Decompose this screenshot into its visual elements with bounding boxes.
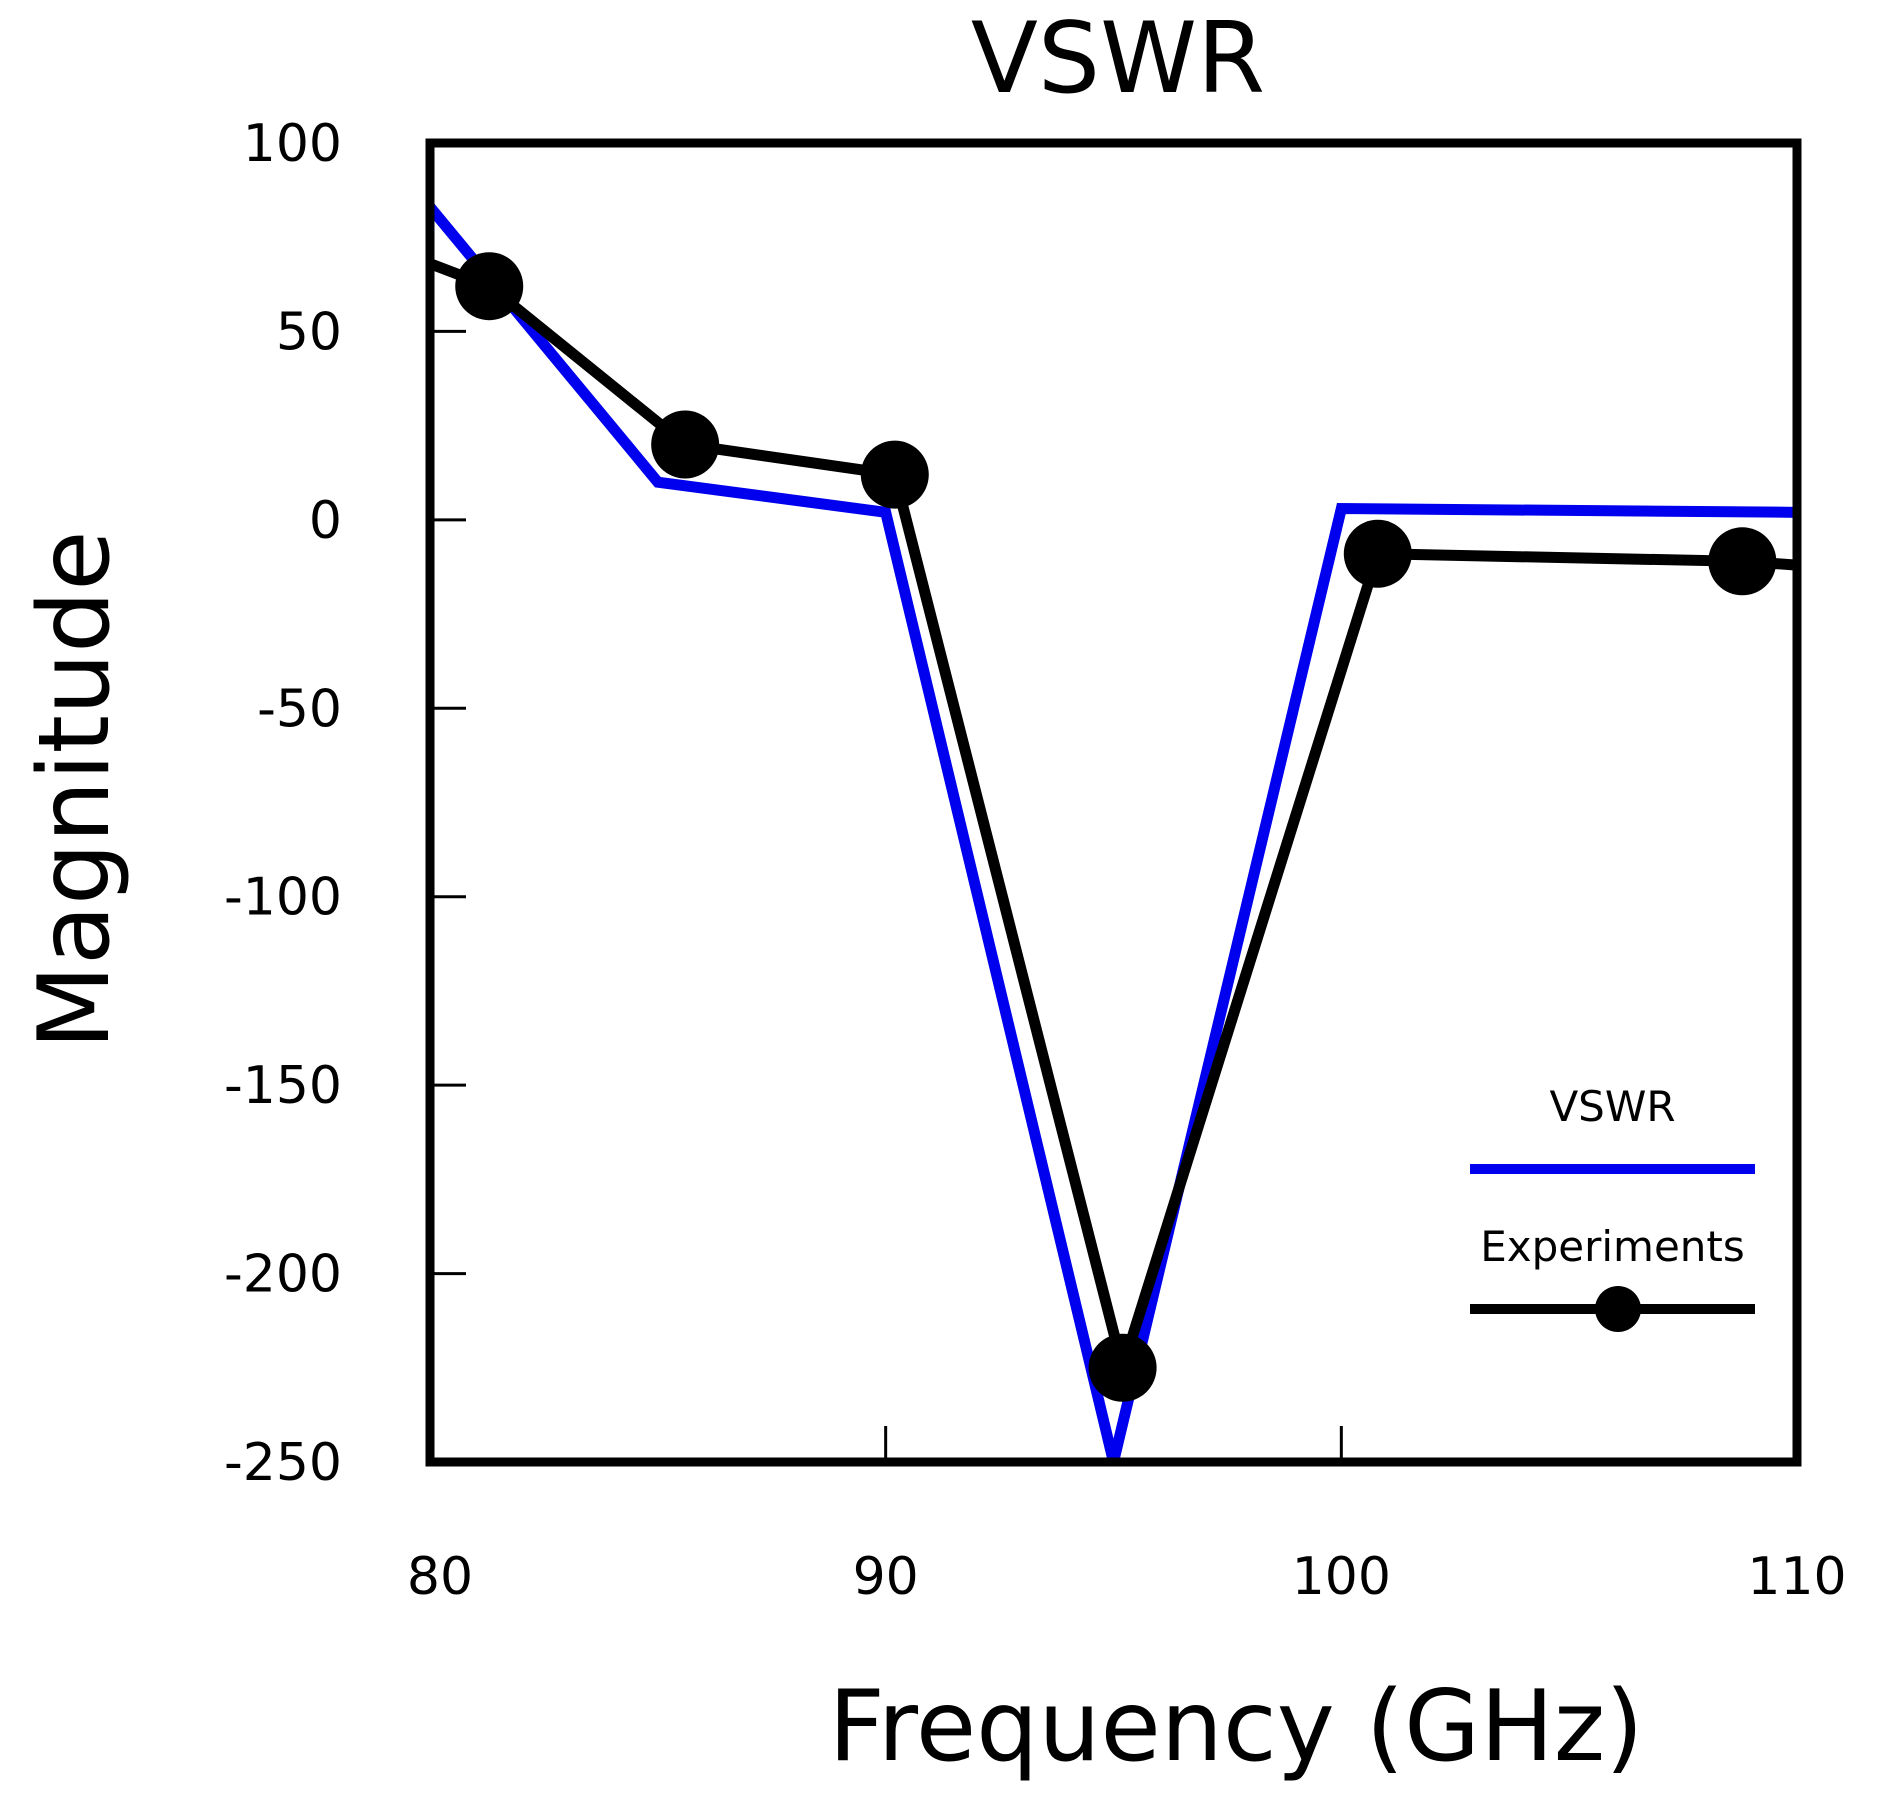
- y-axis: 100 50 0 -50 -100 -150 -200 -250: [224, 114, 466, 1493]
- x-axis: 80 90 100 110: [407, 1426, 1847, 1607]
- legend-marker-experiments: [1595, 1286, 1641, 1332]
- x-tick-label: 100: [1292, 1547, 1391, 1607]
- y-tick-label: -200: [224, 1245, 342, 1305]
- legend: VSWR Experiments: [1470, 1082, 1755, 1332]
- x-axis-label: Frequency (GHz): [829, 1670, 1644, 1784]
- legend-label-experiments: Experiments: [1480, 1222, 1745, 1271]
- y-tick-label: 0: [309, 491, 342, 551]
- data-point-experiments: [455, 252, 524, 321]
- chart-title: VSWR: [971, 2, 1265, 116]
- series-line-experiments: [430, 258, 1797, 1388]
- x-tick-label: 90: [853, 1547, 919, 1607]
- data-point-experiments: [651, 410, 720, 479]
- legend-label-vswr: VSWR: [1549, 1082, 1675, 1131]
- y-tick-label: 50: [276, 302, 342, 362]
- data-point-experiments: [1708, 527, 1777, 596]
- data-point-experiments: [1088, 1333, 1157, 1402]
- y-axis-label: Magnitude: [18, 530, 132, 1049]
- x-tick-label: 110: [1747, 1547, 1846, 1607]
- y-tick-label: -150: [224, 1056, 342, 1116]
- y-tick-label: -100: [224, 868, 342, 928]
- y-tick-label: -250: [224, 1433, 342, 1493]
- series-layer: [430, 203, 1797, 1464]
- y-tick-label: 100: [243, 114, 342, 174]
- data-point-experiments: [860, 440, 929, 509]
- x-tick-label: 80: [407, 1547, 473, 1607]
- data-point-experiments: [1343, 519, 1412, 588]
- plot-frame: [425, 138, 1802, 1467]
- y-tick-label: -50: [257, 679, 342, 739]
- series-line-vswr: [430, 203, 1797, 1464]
